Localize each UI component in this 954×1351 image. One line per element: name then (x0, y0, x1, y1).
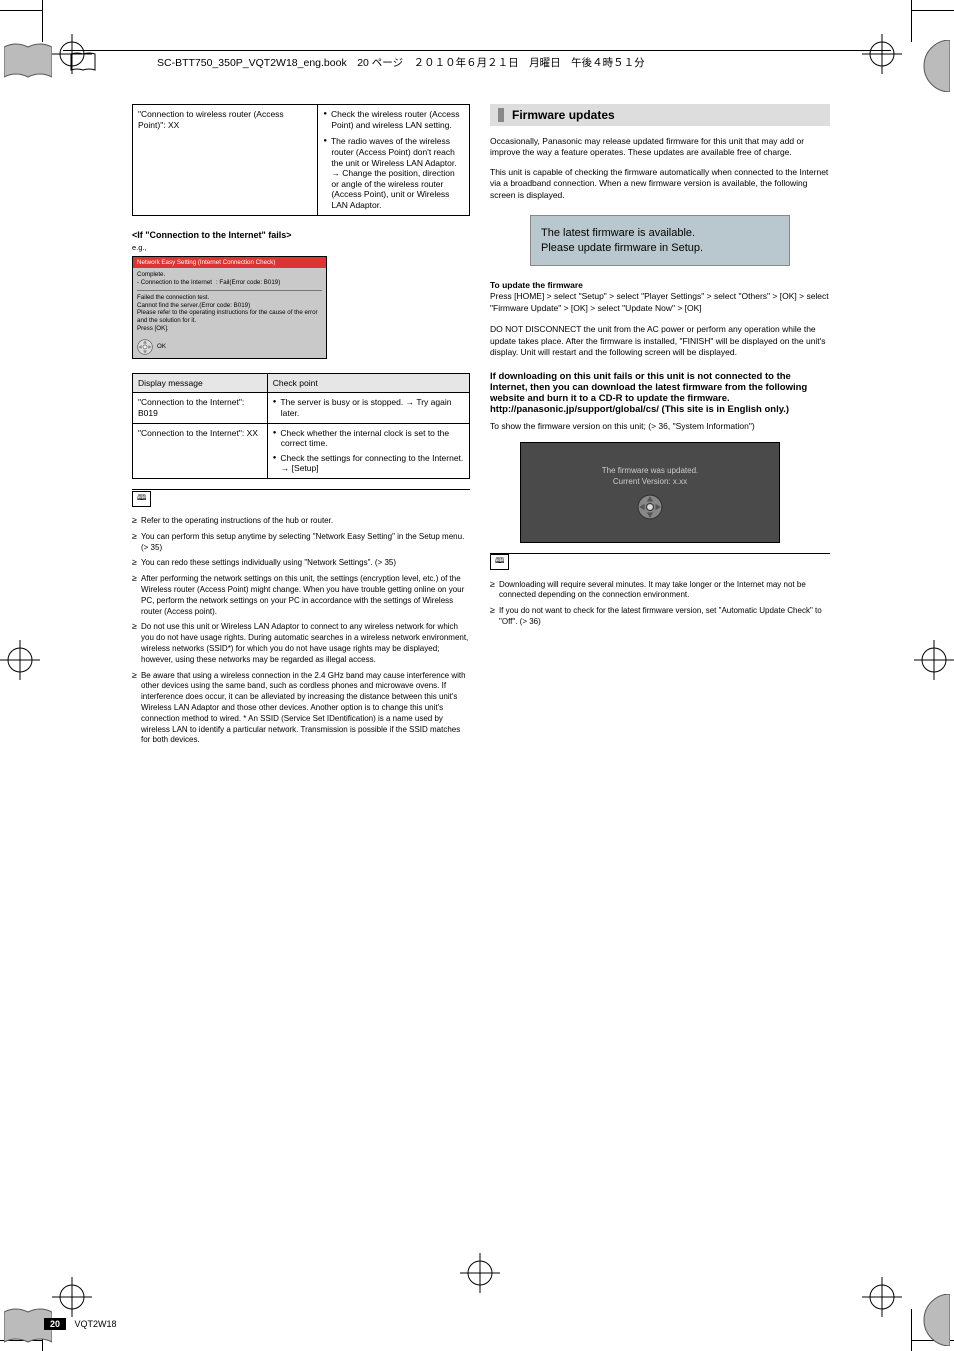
screenshot-fail-line2: Please refer to the operating instructio… (137, 309, 322, 325)
banner-line2: Please update firmware in Setup. (541, 241, 779, 255)
to-update-label: To update the firmware (490, 280, 830, 291)
t2-head-r: Check point (267, 373, 469, 393)
note-icon: 🕮 (132, 491, 151, 507)
page-header: SC-BTT750_350P_VQT2W18_eng.book 20 ページ ２… (63, 50, 891, 74)
note-item: Downloading will require several minutes… (490, 578, 830, 602)
note-item: You can perform this setup anytime by se… (132, 530, 470, 554)
crosshair-icon (0, 640, 40, 680)
header-filename: SC-BTT750_350P_VQT2W18_eng.book 20 ページ ２… (157, 55, 645, 70)
error-code-table: Display message Check point "Connection … (132, 373, 470, 479)
banner-line1: The latest firmware is available. (541, 226, 779, 240)
crosshair-icon (460, 1253, 500, 1293)
firmware-banner: The latest firmware is available. Please… (530, 215, 790, 266)
conn-fail-caption: e.g., (132, 243, 470, 252)
no-disconnect: DO NOT DISCONNECT the unit from the AC p… (490, 324, 830, 358)
page-number: 20 (44, 1318, 66, 1330)
note-item: After performing the network settings on… (132, 572, 470, 617)
note-item: Refer to the operating instructions of t… (132, 514, 470, 527)
error-screenshot: Network Easy Setting (Internet Connectio… (132, 256, 327, 359)
left-notes: Refer to the operating instructions of t… (132, 514, 470, 746)
download-sub: If downloading on this unit fails or thi… (490, 371, 830, 415)
screenshot-fail-line3: Press [OK]. (137, 325, 322, 333)
conn-fail-heading: <If "Connection to the Internet" fails> (132, 230, 470, 240)
note-item: If you do not want to check for the late… (490, 604, 830, 628)
table1-left: "Connection to wireless router (Access P… (133, 105, 318, 216)
connection-router-table: "Connection to wireless router (Access P… (132, 104, 470, 216)
crosshair-icon (914, 640, 954, 680)
book-spine-icon (4, 43, 52, 81)
screenshot-complete: Complete. (137, 271, 322, 279)
screen-line1: The firmware was updated. (531, 465, 769, 476)
screenshot-fail-line1: Cannot find the server.(Error code: B019… (137, 302, 322, 310)
section-firmware-heading: Firmware updates (490, 104, 830, 126)
firmware-intro: Occasionally, Panasonic may release upda… (490, 136, 830, 159)
version-sub: To show the firmware version on this uni… (490, 421, 830, 432)
dpad-icon (137, 339, 153, 355)
crosshair-icon (862, 1277, 902, 1317)
t2-r1-l: "Connection to the Internet": XX (133, 423, 268, 479)
t2-r0-l: "Connection to the Internet": B019 (133, 393, 268, 423)
screenshot-ok: OK (157, 343, 166, 351)
t2-r0-r: The server is busy or is stopped. → Try … (267, 393, 469, 423)
table1-right: Check the wireless router (Access Point)… (318, 105, 470, 216)
halfcircle-icon (916, 1294, 950, 1346)
note-item: You can redo these settings individually… (132, 556, 470, 569)
doc-code: VQT2W18 (75, 1319, 117, 1329)
update-path: Press [HOME] > select "Setup" > select "… (490, 291, 830, 314)
right-notes: Downloading will require several minutes… (490, 578, 830, 628)
note-item: Be aware that using a wireless connectio… (132, 669, 470, 747)
note-item: Do not use this unit or Wireless LAN Ada… (132, 620, 470, 665)
t2-r1-r: Check whether the internal clock is set … (267, 423, 469, 479)
halfcircle-icon (916, 40, 950, 92)
note-icon: 🕮 (490, 554, 509, 570)
screenshot-row1-l: - Connection to the Internet (137, 279, 212, 287)
firmware-para2: This unit is capable of checking the fir… (490, 167, 830, 201)
section-title-text: Firmware updates (512, 108, 615, 122)
dpad-icon (637, 494, 663, 520)
firmware-updated-screen: The firmware was updated. Current Versio… (520, 442, 780, 542)
screenshot-row1-r: : Fail(Error code: B019) (216, 279, 280, 287)
screen-line2: Current Version: x.xx (531, 476, 769, 487)
screenshot-title: Network Easy Setting (Internet Connectio… (133, 257, 326, 269)
t2-head-l: Display message (133, 373, 268, 393)
book-corner-icon (69, 52, 97, 74)
screenshot-fail-header: Failed the connection test. (137, 294, 322, 302)
crosshair-icon (52, 1277, 92, 1317)
page-footer: 20 VQT2W18 (44, 1319, 117, 1329)
